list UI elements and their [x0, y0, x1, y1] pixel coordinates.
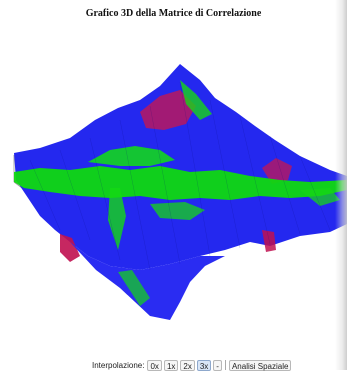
surface-green-lower: [150, 202, 205, 220]
interpolation-label: Interpolazione:: [92, 360, 145, 370]
surface-skirt-front: [40, 216, 225, 320]
toolbar-separator: [224, 360, 226, 370]
surface-skirt-green-streak: [118, 270, 150, 306]
surface-crest-right: [262, 158, 292, 184]
interp-2x-button[interactable]: 2x: [180, 359, 195, 371]
surface-green-right: [300, 188, 340, 206]
surface-trough-left: [60, 234, 80, 262]
surface-peak-crest: [140, 90, 196, 130]
interp-0x-button[interactable]: 0x: [147, 359, 162, 371]
surface-mesh: [14, 64, 347, 320]
interpolation-toolbar: Interpolazione: 0x 1x 2x 3x - Analisi Sp…: [92, 359, 293, 371]
interp-1x-button[interactable]: 1x: [163, 359, 179, 371]
surface-band-green: [14, 166, 347, 200]
interp-3x-button[interactable]: 3x: [196, 359, 212, 371]
surface-plot[interactable]: [0, 20, 347, 350]
surface-green-upper: [88, 146, 175, 166]
spatial-analysis-button[interactable]: Analisi Spaziale: [228, 359, 292, 371]
surface-green-peak-side: [180, 80, 212, 120]
interp-minus-button[interactable]: -: [213, 359, 222, 371]
window-edge-shadow: [335, 0, 347, 370]
plot-title: Grafico 3D della Matrice di Correlazione: [85, 8, 262, 19]
surface-mesh-lines: [29, 81, 331, 271]
surface-green-vertical: [108, 188, 126, 250]
surface-trough-right: [262, 230, 276, 252]
surface-ridge-back: [14, 64, 347, 270]
